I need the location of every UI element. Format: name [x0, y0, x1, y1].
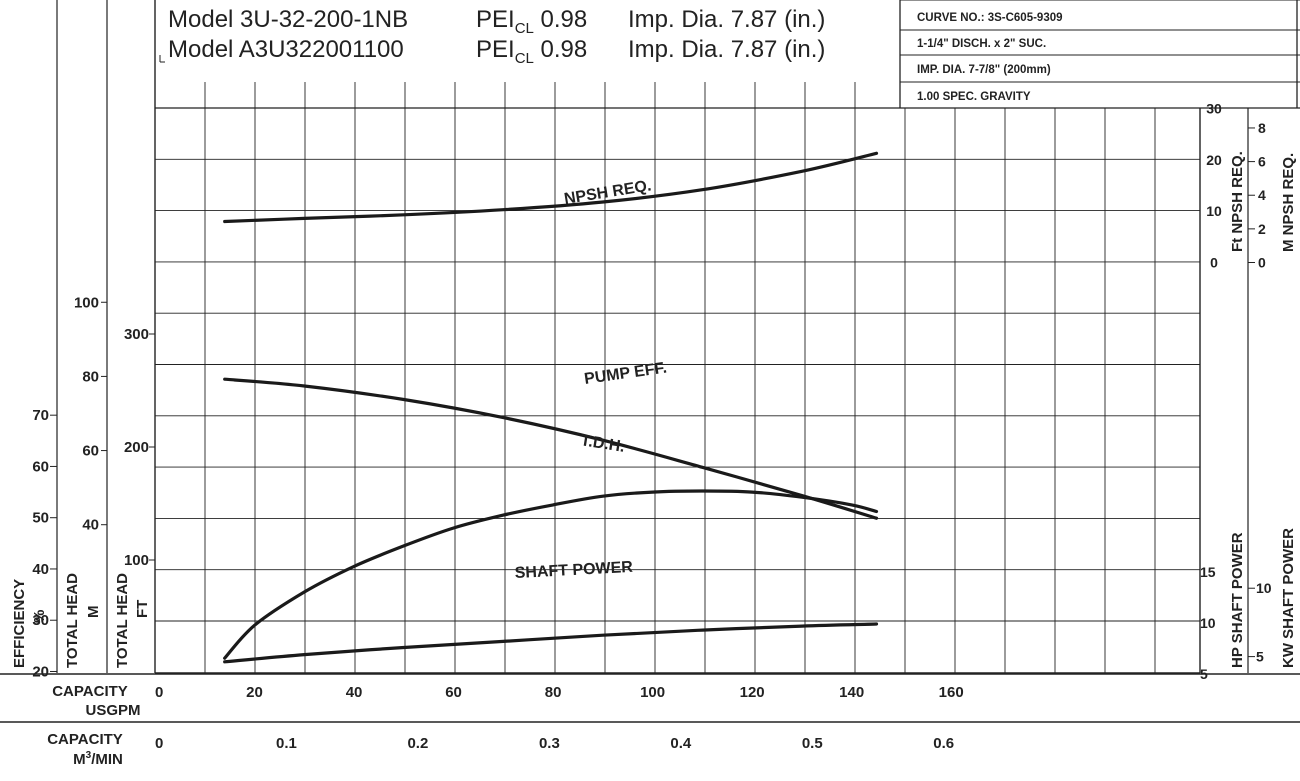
npsh-m-axis-label: M NPSH REQ.: [1280, 153, 1297, 252]
head-m-tick-60: 60: [82, 443, 99, 460]
hp-tick-15: 15: [1200, 564, 1216, 580]
head-ft-tick-100: 100: [124, 552, 149, 569]
efficiency-tick-70: 70: [32, 407, 49, 424]
model-name-1: Model 3U-32-200-1NB: [168, 6, 408, 33]
npsh-m-tick-4: 4: [1258, 187, 1266, 203]
hp-tick-10: 10: [1200, 615, 1216, 631]
efficiency-axis-unit: %: [31, 610, 48, 623]
head-ft-axis-unit: FT: [134, 600, 151, 618]
kw-tick-5: 5: [1256, 649, 1264, 665]
model-name-2: Model A3U322001100: [168, 36, 404, 63]
head-ft-tick-300: 300: [124, 326, 149, 343]
kw-axis-label: KW SHAFT POWER: [1280, 528, 1297, 668]
efficiency-tick-20: 20: [32, 663, 49, 680]
impeller-diameter-1: Imp. Dia. 7.87 (in.): [628, 6, 825, 33]
info-line-3: IMP. DIA. 7-7/8" (200mm): [917, 64, 1051, 76]
head-m-tick-100: 100: [74, 294, 99, 311]
usgpm-tick-80: 80: [545, 684, 562, 701]
pei-label-1: PEICL 0.98: [476, 6, 587, 37]
usgpm-tick-40: 40: [346, 684, 363, 701]
efficiency-axis-label: EFFICIENCY: [11, 579, 28, 668]
series-label-shaft-power: SHAFT POWER: [514, 559, 633, 582]
usgpm-tick-140: 140: [839, 684, 864, 701]
m3-axis-unit: M3/MIN: [73, 750, 123, 768]
m3-tick-0.5: 0.5: [802, 735, 823, 752]
npsh-ft-axis-label: Ft NPSH REQ.: [1229, 151, 1246, 252]
m3-tick-0.4: 0.4: [670, 735, 692, 752]
efficiency-tick-30: 30: [32, 612, 49, 629]
usgpm-axis-label: CAPACITY: [52, 683, 128, 700]
usgpm-tick-100: 100: [640, 684, 665, 701]
curve-pump-eff: [223, 489, 879, 660]
usgpm-tick-160: 160: [939, 684, 964, 701]
npsh-ft-tick-30: 30: [1206, 101, 1222, 117]
npsh-m-tick-6: 6: [1258, 154, 1266, 170]
head-ft-tick-200: 200: [124, 439, 149, 456]
curve-t-d-h: [223, 377, 879, 520]
head-m-tick-80: 80: [82, 368, 99, 385]
info-line-1: CURVE NO.: 3S-C605-9309: [917, 12, 1063, 24]
head-ft-axis-label: TOTAL HEAD: [114, 573, 131, 668]
npsh-m-tick-8: 8: [1258, 120, 1266, 136]
hp-tick-5: 5: [1200, 666, 1208, 682]
pei-subscript: CL: [515, 50, 534, 67]
m3-tick-0.1: 0.1: [276, 735, 297, 752]
info-line-4: 1.00 SPEC. GRAVITY: [917, 91, 1031, 103]
kw-tick-10: 10: [1256, 580, 1272, 596]
curve-shaft-power: [223, 622, 879, 664]
efficiency-tick-60: 60: [32, 458, 49, 475]
usgpm-tick-0: 0: [155, 684, 163, 701]
npsh-ft-tick-10: 10: [1206, 203, 1222, 219]
m3-tick-0.2: 0.2: [407, 735, 428, 752]
npsh-m-tick-2: 2: [1258, 221, 1266, 237]
npsh-m-tick-0: 0: [1258, 255, 1266, 271]
usgpm-tick-120: 120: [740, 684, 765, 701]
hp-axis-label: HP SHAFT POWER: [1229, 532, 1246, 668]
pei-subscript: CL: [515, 20, 534, 37]
series-label-npsh-req: NPSH REQ.: [563, 177, 653, 208]
npsh-ft-tick-0: 0: [1210, 255, 1218, 271]
npsh-ft-tick-20: 20: [1206, 152, 1222, 168]
m3-tick-0.6: 0.6: [933, 735, 954, 752]
impeller-diameter-2: Imp. Dia. 7.87 (in.): [628, 36, 825, 63]
head-m-tick-40: 40: [82, 517, 99, 534]
m3-superscript: 3: [86, 750, 92, 761]
head-m-axis-unit: M: [85, 606, 102, 619]
series-label-t-d-h: T.D.H.: [579, 432, 626, 456]
usgpm-axis-unit: USGPM: [85, 702, 140, 719]
efficiency-tick-40: 40: [32, 561, 49, 578]
efficiency-tick-50: 50: [32, 510, 49, 527]
pei-label-2: PEICL 0.98: [476, 36, 587, 67]
info-line-2: 1-1/4" DISCH. x 2" SUC.: [917, 38, 1046, 50]
usgpm-tick-20: 20: [246, 684, 263, 701]
head-m-axis-label: TOTAL HEAD: [64, 573, 81, 668]
usgpm-tick-60: 60: [445, 684, 462, 701]
m3-axis-label: CAPACITY: [47, 731, 123, 748]
curve-npsh-req: [223, 151, 879, 224]
m3-tick-0.3: 0.3: [539, 735, 560, 752]
m3-tick-0: 0: [155, 735, 163, 752]
